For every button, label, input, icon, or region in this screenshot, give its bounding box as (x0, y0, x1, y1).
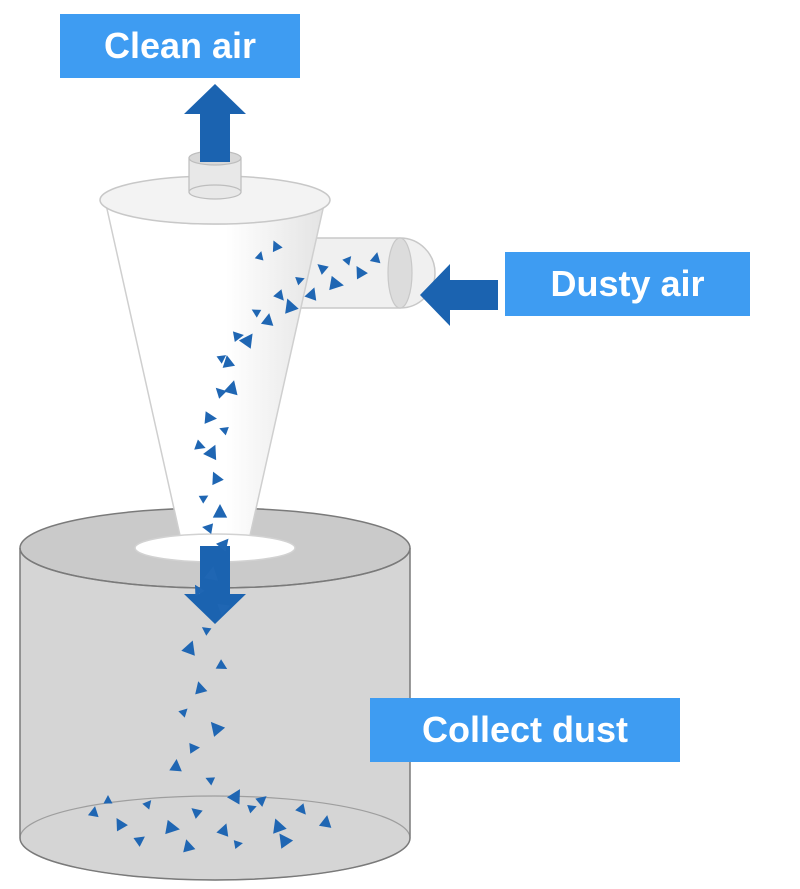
label-clean-air-text: Clean air (104, 25, 256, 67)
arrow-clean-air-up (184, 84, 246, 162)
cyclone-top-port-base (189, 185, 241, 199)
label-clean-air: Clean air (60, 14, 300, 78)
label-collect-dust-text: Collect dust (422, 709, 628, 751)
label-dusty-air-text: Dusty air (550, 263, 704, 305)
label-collect-dust: Collect dust (370, 698, 680, 762)
label-dusty-air: Dusty air (505, 252, 750, 316)
cyclone-inlet-opening (388, 238, 412, 308)
cyclone-cone (105, 200, 325, 548)
